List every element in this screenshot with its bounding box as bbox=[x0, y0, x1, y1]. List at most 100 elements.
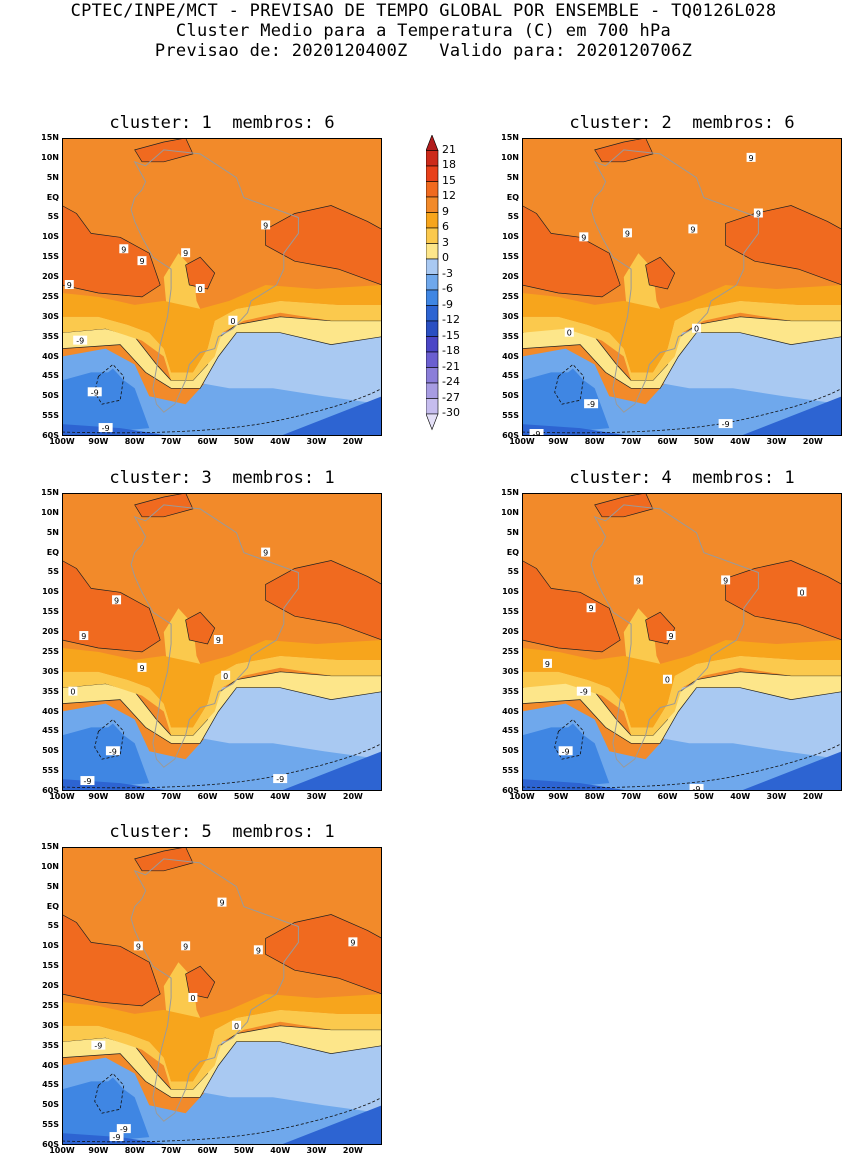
lon-tick-label: 70W bbox=[161, 1146, 182, 1155]
contour-label: -9 bbox=[587, 400, 595, 409]
contour-minus9 bbox=[554, 718, 585, 760]
contour-label-box bbox=[261, 220, 271, 230]
contour-label-box bbox=[98, 423, 113, 433]
contour-label-box bbox=[797, 587, 807, 597]
colorbar-label: 9 bbox=[442, 204, 449, 218]
contour-label-box bbox=[688, 224, 698, 234]
contour-label: 9 bbox=[67, 281, 72, 290]
lat-tick-label: 25S bbox=[42, 291, 59, 301]
contour-label: -9 bbox=[580, 688, 588, 697]
coastline bbox=[590, 504, 759, 768]
lat-tick-label: 20S bbox=[42, 981, 59, 991]
contour-label: 9 bbox=[136, 942, 141, 951]
field-region bbox=[62, 1025, 382, 1098]
lat-tick-label: 10N bbox=[501, 152, 519, 162]
contour-label-box bbox=[80, 776, 95, 786]
lon-tick-label: 100W bbox=[509, 437, 535, 446]
lat-tick-label: 50S bbox=[42, 1100, 59, 1110]
lat-tick-label: 10S bbox=[502, 587, 519, 597]
lon-tick-label: 60W bbox=[197, 437, 218, 446]
contour-label: -9 bbox=[102, 424, 110, 433]
field-region bbox=[522, 285, 842, 373]
contour-minus9 bbox=[94, 1072, 125, 1114]
lat-tick-label: 10S bbox=[42, 587, 59, 597]
contour-label-box bbox=[689, 784, 704, 791]
field-region bbox=[62, 655, 382, 736]
field-region bbox=[522, 316, 842, 389]
lat-tick-label: 40S bbox=[502, 706, 519, 716]
contour-label-box bbox=[228, 315, 238, 325]
contour-label-box bbox=[213, 635, 223, 645]
lat-tick-label: EQ bbox=[46, 192, 59, 202]
contour-label: 9 bbox=[723, 576, 728, 585]
colorbar-label: 12 bbox=[442, 189, 456, 202]
lat-tick-label: 5N bbox=[46, 527, 59, 537]
field-region bbox=[185, 965, 216, 999]
contour-label-box bbox=[746, 152, 756, 162]
contour-label: -9 bbox=[120, 1125, 128, 1134]
lat-tick-label: 10N bbox=[41, 152, 59, 162]
field-region bbox=[185, 611, 216, 645]
lat-tick-label: 35S bbox=[502, 686, 519, 696]
contour-label-box bbox=[662, 674, 672, 684]
lat-tick-label: 55S bbox=[42, 766, 59, 776]
contour-label-box bbox=[348, 937, 358, 947]
lon-tick-label: 20W bbox=[342, 792, 363, 801]
contour-minus9-south bbox=[62, 1096, 382, 1143]
field-region bbox=[265, 205, 382, 286]
lat-tick-label: 30S bbox=[42, 666, 59, 676]
contour-label-box bbox=[137, 256, 147, 266]
contour-label-box bbox=[109, 1132, 124, 1142]
contour-label-box bbox=[64, 280, 74, 290]
temperature-map: 9 9 9 9 9 0 0 -9 -9 -9 bbox=[522, 493, 842, 791]
lat-tick-label: 35S bbox=[502, 331, 519, 341]
lat-tick-label: 20S bbox=[502, 272, 519, 282]
contour-label-box bbox=[79, 631, 89, 641]
lat-tick-label: EQ bbox=[46, 547, 59, 557]
field-region bbox=[265, 914, 382, 995]
colorbar-scale bbox=[426, 135, 439, 431]
contour-label-box bbox=[564, 327, 574, 337]
lat-tick-label: 10S bbox=[502, 232, 519, 242]
colorbar-swatch bbox=[426, 367, 439, 384]
lat-tick-label: 25S bbox=[42, 646, 59, 656]
contour-label-box bbox=[584, 399, 599, 409]
lat-tick-label: 5N bbox=[506, 172, 519, 182]
lon-tick-label: 60W bbox=[657, 792, 678, 801]
colorbar-swatch bbox=[426, 382, 439, 399]
lon-tick-label: 60W bbox=[657, 437, 678, 446]
contour-label: 0 bbox=[198, 285, 203, 294]
contour-label-box bbox=[558, 746, 573, 756]
lon-tick-label: 90W bbox=[548, 437, 569, 446]
colorbar-label: -6 bbox=[442, 282, 453, 295]
lat-tick-label: 35S bbox=[42, 1040, 59, 1050]
lat-tick-label: 10S bbox=[42, 232, 59, 242]
colorbar-swatch bbox=[426, 243, 439, 260]
lat-tick-label: 15S bbox=[42, 607, 59, 617]
colorbar-swatch bbox=[426, 212, 439, 229]
lat-tick-label: 50S bbox=[502, 746, 519, 756]
contour-label: 9 bbox=[589, 604, 594, 613]
lon-tick-label: 70W bbox=[621, 437, 642, 446]
contour-label: 0 bbox=[190, 994, 195, 1003]
lon-tick-label: 50W bbox=[693, 792, 714, 801]
panel-title: cluster: 1 membros: 6 bbox=[109, 113, 335, 133]
contour-label-box bbox=[119, 244, 129, 254]
lat-tick-label: EQ bbox=[506, 547, 519, 557]
panel-title: cluster: 5 membros: 1 bbox=[109, 822, 335, 842]
lon-tick-label: 50W bbox=[233, 792, 254, 801]
lat-tick-label: 15N bbox=[41, 133, 59, 142]
lon-tick-label: 20W bbox=[342, 437, 363, 446]
contour-label: -9 bbox=[276, 775, 284, 784]
lon-tick-label: 80W bbox=[124, 792, 145, 801]
contour-label-box bbox=[753, 208, 763, 218]
lat-tick-label: 55S bbox=[42, 411, 59, 421]
lat-tick-label: 5S bbox=[47, 567, 59, 577]
lon-tick-label: 80W bbox=[124, 1146, 145, 1155]
lon-tick-label: 70W bbox=[161, 792, 182, 801]
contour-label: 0 bbox=[223, 672, 228, 681]
contour-label-box bbox=[261, 547, 271, 557]
colorbar-label: -18 bbox=[442, 344, 460, 357]
lat-tick-label: 5N bbox=[46, 172, 59, 182]
contour-label-box bbox=[579, 232, 589, 242]
